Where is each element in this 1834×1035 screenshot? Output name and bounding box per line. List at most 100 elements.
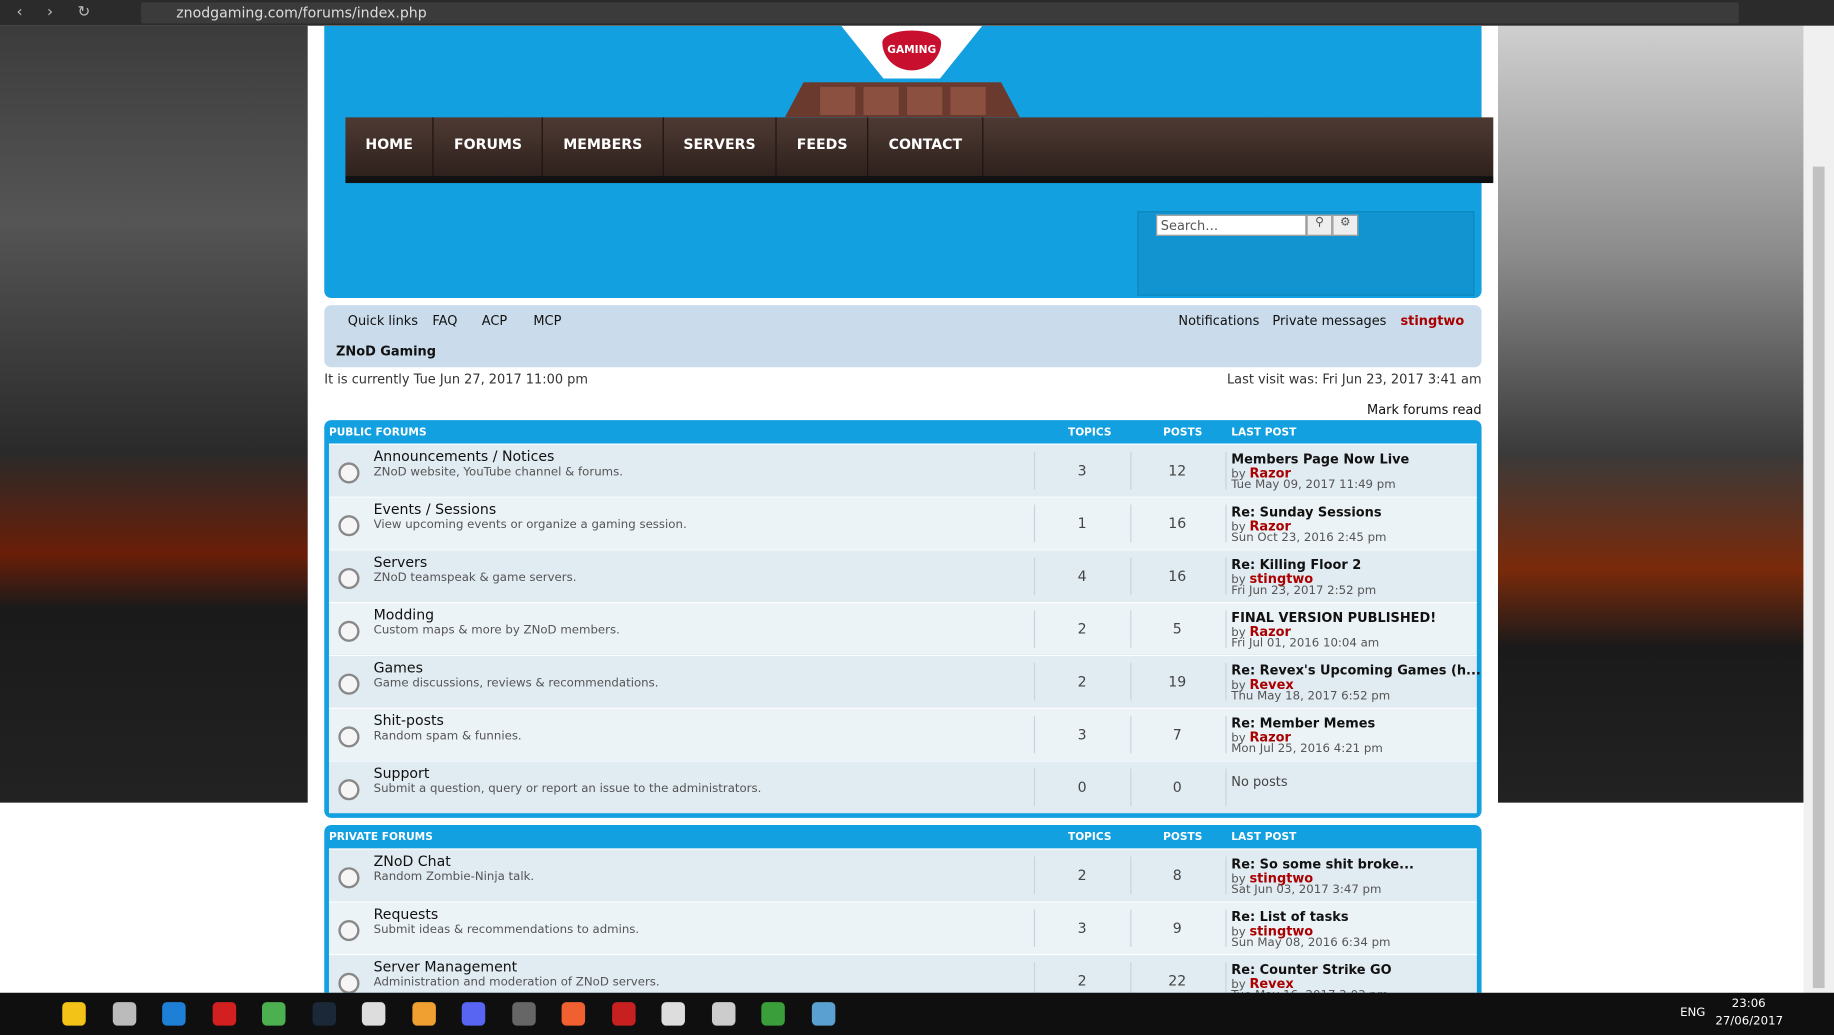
divider	[1033, 610, 1036, 648]
taskbar-app[interactable]	[661, 1002, 685, 1026]
nav-item[interactable]: HOME	[345, 117, 434, 177]
last-post-title[interactable]: FINAL VERSION PUBLISHED!	[1231, 610, 1437, 626]
language: ENG	[1680, 1006, 1706, 1020]
last-post-title[interactable]: Re: Sunday Sessions	[1231, 504, 1382, 520]
last-post-author[interactable]: Revex	[1249, 976, 1294, 992]
nav-item[interactable]: FORUMS	[434, 117, 544, 177]
last-post-title[interactable]: Re: List of tasks	[1231, 909, 1349, 925]
forum-name[interactable]: Server Management	[373, 958, 518, 976]
last-post-title[interactable]: Re: Member Memes	[1231, 715, 1376, 732]
taskbar-app[interactable]	[311, 1002, 336, 1026]
toolbar-link[interactable]: Notifications	[1178, 313, 1260, 329]
toolbar-link[interactable]: FAQ	[432, 313, 458, 329]
forum-name[interactable]: Announcements / Notices	[373, 448, 555, 465]
taskbar-app[interactable]	[711, 1002, 735, 1026]
background-right	[1497, 25, 1804, 803]
breadcrumb[interactable]: ZNoD Gaming	[336, 343, 436, 360]
logo[interactable]: GAMING	[841, 25, 983, 79]
taskbar-app[interactable]	[561, 1002, 586, 1026]
last-post-author[interactable]: stingtwo	[1249, 923, 1314, 939]
taskbar-app[interactable]	[62, 1002, 86, 1026]
header: GAMING HOME FORUMS MEMBERS SERVERS FEEDS CONT…	[324, 25, 1494, 299]
last-post-author[interactable]: stingtwo	[1249, 870, 1314, 886]
last-post-author[interactable]: stingtwo	[1249, 571, 1314, 587]
last-post-by: by Revex	[1231, 976, 1293, 991]
topic-count: 3	[1077, 726, 1087, 743]
last-post-title[interactable]: Re: Counter Strike GO	[1231, 962, 1392, 978]
forum-name[interactable]: Support	[373, 765, 430, 782]
youtube-icon[interactable]	[907, 86, 943, 116]
last-post-by: by Razor	[1231, 519, 1291, 534]
toolbar-link[interactable]: Private messages	[1272, 313, 1387, 329]
section-title[interactable]: PUBLIC FORUMS	[328, 427, 427, 439]
last-post-title[interactable]: Members Page Now Live	[1231, 451, 1410, 468]
forum-icon	[338, 920, 360, 942]
last-post-time: Thu May 18, 2017 6:52 pm	[1231, 690, 1391, 703]
nav-item[interactable]: SERVERS	[663, 117, 777, 177]
last-post-title[interactable]: Re: So some shit broke...	[1231, 856, 1414, 872]
taskbar-app[interactable]	[112, 1002, 136, 1026]
forum-name[interactable]: Requests	[373, 905, 439, 923]
taskbar-app[interactable]	[262, 1002, 286, 1026]
forum-name[interactable]: Events / Sessions	[373, 501, 497, 518]
by-label: by	[1231, 679, 1246, 693]
search-input[interactable]: Search…	[1156, 214, 1307, 236]
taskbar-app[interactable]	[611, 1002, 636, 1026]
taskbar: ENG 23:06 27/06/2017	[0, 992, 1834, 1035]
last-post-author[interactable]: Revex	[1249, 677, 1294, 693]
nav-item[interactable]: FEEDS	[777, 117, 869, 177]
divider	[1033, 504, 1036, 543]
topic-count: 2	[1077, 620, 1087, 638]
forum-icon	[338, 726, 360, 748]
taskbar-app[interactable]	[811, 1002, 835, 1026]
taskbar-app[interactable]	[761, 1002, 785, 1026]
reload-button[interactable]: ↻	[77, 3, 91, 22]
forum-row: Modding Custom maps & more by ZNoD member…	[328, 601, 1477, 655]
facebook-icon[interactable]	[820, 86, 856, 116]
address-bar[interactable]	[140, 2, 1739, 24]
taskbar-app[interactable]	[212, 1002, 236, 1026]
googleplus-icon[interactable]	[863, 86, 899, 116]
search-button[interactable]: ⚲	[1306, 214, 1333, 236]
by-label: by	[1231, 573, 1246, 587]
toolbar-link[interactable]: Quick links	[347, 313, 419, 329]
taskbar-app[interactable]	[411, 1002, 436, 1026]
toolbar-link[interactable]: ACP	[481, 313, 508, 329]
taskbar-app[interactable]	[361, 1002, 386, 1026]
section-title[interactable]: PRIVATE FORUMS	[328, 831, 433, 844]
forum-name[interactable]: Servers	[373, 553, 428, 571]
last-post-title[interactable]: Re: Killing Floor 2	[1231, 557, 1362, 573]
nav-item[interactable]: MEMBERS	[543, 117, 664, 177]
topic-count: 1	[1077, 515, 1087, 532]
divider	[1225, 962, 1227, 993]
last-post-author[interactable]: Razor	[1249, 729, 1291, 746]
forum-desc: ZNoD teamspeak & game servers.	[373, 571, 577, 585]
back-button[interactable]: ‹	[16, 3, 23, 22]
divider	[1130, 768, 1132, 807]
divider	[1130, 856, 1132, 895]
divider	[1225, 557, 1227, 595]
mark-read[interactable]: Mark forums read	[1367, 402, 1482, 418]
last-post-author[interactable]: Razor	[1249, 465, 1291, 482]
scroll-thumb[interactable]	[1812, 166, 1825, 989]
advanced-search-button[interactable]: ⚙	[1332, 214, 1359, 236]
forum-name[interactable]: Modding	[373, 606, 435, 624]
forum-name[interactable]: Games	[373, 659, 423, 676]
post-count: 16	[1168, 567, 1187, 585]
last-post-author[interactable]: Razor	[1249, 624, 1291, 640]
forum-name[interactable]: ZNoD Chat	[373, 853, 451, 870]
toolbar-link[interactable]: MCP	[533, 313, 562, 329]
taskbar-app[interactable]	[461, 1002, 486, 1026]
last-post-time: Fri Jun 23, 2017 2:52 pm	[1231, 584, 1377, 598]
column-header: TOPICS	[1067, 831, 1112, 844]
last-post-title[interactable]: Re: Revex's Upcoming Games (h...	[1231, 663, 1481, 679]
steam-icon[interactable]	[950, 86, 986, 116]
scrollbar[interactable]	[1803, 25, 1834, 993]
last-post-author[interactable]: Razor	[1249, 518, 1291, 534]
forward-button[interactable]: ›	[46, 3, 54, 22]
username[interactable]: stingtwo	[1400, 313, 1465, 329]
taskbar-app[interactable]	[162, 1002, 186, 1026]
forum-name[interactable]: Shit-posts	[373, 712, 444, 729]
nav-item[interactable]: CONTACT	[869, 117, 984, 177]
taskbar-app[interactable]	[511, 1002, 536, 1026]
